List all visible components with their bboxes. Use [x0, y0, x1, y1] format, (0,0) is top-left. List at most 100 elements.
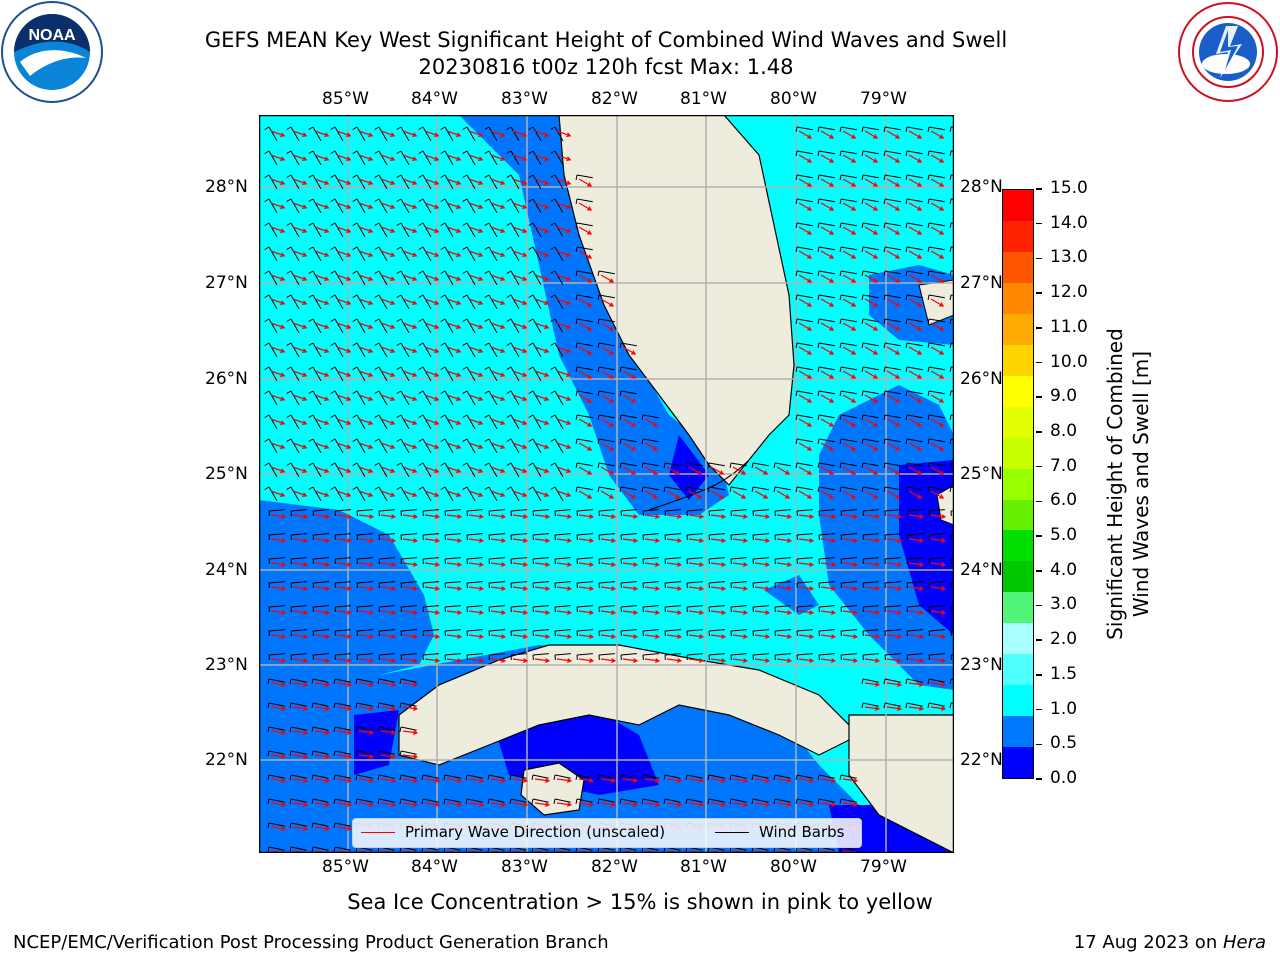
- wave-arrow: [732, 466, 747, 475]
- wind-barb: [796, 581, 813, 589]
- wind-barb: [862, 629, 879, 637]
- wind-barb: [443, 774, 461, 780]
- wave-arrow: [930, 466, 945, 475]
- wind-barb: [440, 270, 454, 286]
- wind-barb: [264, 390, 278, 406]
- wind-barb: [308, 294, 322, 310]
- wind-barb: [396, 462, 410, 478]
- wind-barb: [312, 533, 329, 541]
- wave-arrow: [380, 298, 396, 305]
- wind-barb: [528, 414, 542, 430]
- wave-arrow: [380, 562, 397, 567]
- wind-barb: [378, 533, 395, 541]
- colorbar-tick-label: 14.0: [1050, 212, 1088, 233]
- wind-barb: [418, 318, 432, 334]
- wind-barb: [396, 126, 410, 142]
- wind-barb: [664, 533, 681, 541]
- wave-arrow: [820, 178, 835, 187]
- wave-arrow: [776, 610, 793, 615]
- wave-arrow: [358, 226, 374, 233]
- wind-barb: [751, 798, 769, 804]
- wind-barb: [641, 486, 659, 492]
- wind-barb: [817, 246, 835, 252]
- wind-barb: [817, 294, 835, 300]
- wave-arrow: [380, 346, 396, 353]
- colorbar-tick-label: 5.0: [1050, 525, 1078, 546]
- wind-barb: [575, 174, 593, 180]
- wave-arrow: [776, 802, 793, 807]
- wave-arrow: [666, 538, 683, 543]
- wind-barb: [286, 246, 300, 262]
- wave-arrow: [336, 370, 352, 377]
- colorbar-tick-mark: [1036, 327, 1042, 329]
- wave-arrow: [864, 322, 879, 331]
- wave-arrow: [468, 610, 485, 615]
- wind-barb: [906, 581, 923, 589]
- wind-barb: [400, 653, 417, 661]
- wave-arrow: [534, 418, 550, 425]
- wind-barb: [444, 557, 461, 565]
- wind-barb: [861, 198, 879, 204]
- wind-barb: [308, 486, 322, 502]
- wind-barb: [356, 605, 373, 613]
- wave-arrow: [314, 442, 330, 449]
- chart-subtitle: 20230816 t00z 120h fcst Max: 1.48: [418, 55, 794, 79]
- wind-barb: [506, 366, 520, 382]
- wind-barb: [817, 342, 835, 348]
- wave-arrow: [512, 226, 528, 233]
- red-line-icon: [361, 831, 395, 833]
- wave-arrow: [512, 586, 529, 591]
- colorbar-tick-label: 3.0: [1050, 594, 1078, 615]
- wave-arrow: [446, 418, 462, 425]
- wave-arrow: [886, 346, 901, 355]
- wind-barb: [356, 557, 373, 565]
- wave-arrow: [864, 538, 881, 543]
- wave-arrow: [468, 802, 485, 807]
- wind-barb: [510, 533, 527, 541]
- wind-barb: [444, 581, 461, 589]
- wind-barb: [861, 294, 879, 300]
- wave-arrow: [578, 490, 593, 499]
- wave-arrow: [534, 442, 550, 449]
- wave-arrow: [380, 178, 396, 185]
- wind-barb: [927, 198, 945, 204]
- wave-arrow: [710, 802, 727, 807]
- wind-barb: [396, 294, 410, 310]
- wind-barb: [462, 174, 476, 190]
- wave-arrow: [556, 634, 573, 639]
- wave-arrow: [314, 562, 331, 567]
- wave-arrow: [556, 178, 572, 185]
- wave-arrow: [402, 418, 418, 425]
- wave-arrow: [292, 514, 309, 519]
- wind-barb: [484, 294, 498, 310]
- wave-arrow: [886, 634, 903, 639]
- wind-barb: [883, 486, 901, 492]
- wave-arrow: [556, 538, 573, 543]
- wind-barb: [861, 270, 879, 276]
- wind-barb: [418, 462, 432, 478]
- wind-barb: [356, 581, 373, 589]
- colorbar-tick-label: 10.0: [1050, 351, 1088, 372]
- colorbar-segment: [1003, 685, 1033, 717]
- wind-barb: [905, 198, 923, 204]
- wind-barb: [597, 366, 615, 372]
- wave-arrow: [402, 226, 418, 233]
- wind-barb: [396, 366, 410, 382]
- wind-barb: [528, 126, 542, 142]
- wave-arrow: [292, 226, 308, 233]
- wave-arrow: [402, 154, 418, 161]
- wind-barb: [576, 605, 593, 613]
- wind-barb: [378, 557, 395, 565]
- wave-arrow: [358, 466, 374, 473]
- wave-arrow: [490, 778, 507, 783]
- wave-arrow: [446, 202, 462, 209]
- wave-arrow: [820, 490, 835, 499]
- wave-arrow: [512, 610, 529, 615]
- wave-arrow: [886, 418, 901, 427]
- colorbar-tick-label: 9.0: [1050, 386, 1078, 407]
- wind-barb: [466, 533, 483, 541]
- wind-barb: [330, 222, 344, 238]
- colorbar-tick-mark: [1036, 431, 1042, 433]
- wind-barb: [418, 414, 432, 430]
- colorbar-tick-label: 1.0: [1050, 698, 1078, 719]
